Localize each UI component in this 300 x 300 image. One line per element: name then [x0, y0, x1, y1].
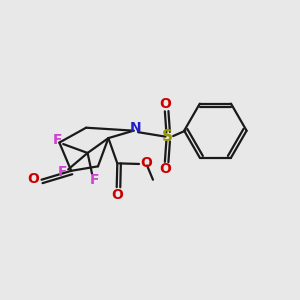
Text: O: O [140, 156, 152, 170]
Text: N: N [129, 121, 141, 135]
Text: O: O [159, 162, 171, 176]
Text: O: O [27, 172, 39, 186]
Text: F: F [58, 165, 67, 179]
Text: F: F [90, 173, 99, 187]
Text: O: O [159, 97, 171, 111]
Text: F: F [52, 133, 62, 147]
Text: O: O [111, 188, 123, 202]
Text: S: S [162, 128, 173, 143]
